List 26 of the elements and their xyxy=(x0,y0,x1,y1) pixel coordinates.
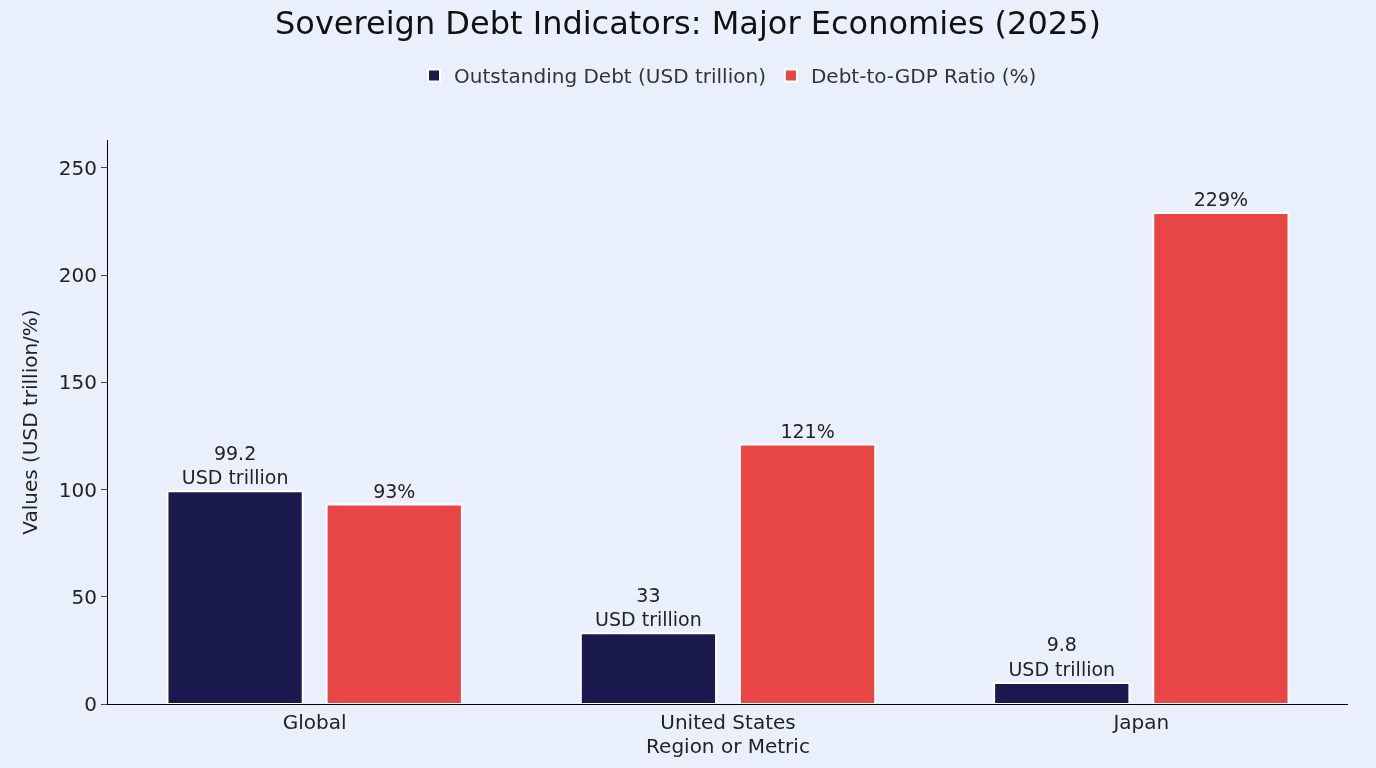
y-tick-label: 50 xyxy=(71,584,97,609)
x-tick-label: United States xyxy=(660,710,796,734)
x-tick-label: Global xyxy=(282,710,347,734)
data-label: 33 USD trillion xyxy=(595,583,702,631)
legend-label: Debt-to-GDP Ratio (%) xyxy=(810,64,1037,89)
data-label: 229% xyxy=(1193,187,1249,210)
x-tick-label: Japan xyxy=(1111,710,1170,734)
y-tick-label: 200 xyxy=(58,263,97,288)
x-axis-title: Region or Metric xyxy=(646,734,810,758)
chart-title: Sovereign Debt Indicators: Major Economies (2025) xyxy=(275,3,1101,42)
y-tick-label: 100 xyxy=(58,477,97,502)
bar xyxy=(579,632,718,704)
bar xyxy=(1152,211,1290,704)
data-label: 93% xyxy=(373,479,416,502)
y-axis-title: Values (USD trillion/%) xyxy=(18,309,43,535)
y-tick-label: 150 xyxy=(58,370,97,395)
y-tick-label: 250 xyxy=(58,155,97,180)
y-tick-label: 0 xyxy=(84,692,97,716)
data-label: 9.8 USD trillion xyxy=(1008,633,1116,680)
legend-label: Outstanding Debt (USD trillion) xyxy=(454,64,766,89)
data-label: 99.2 USD trillion xyxy=(181,441,289,489)
bar xyxy=(325,503,463,704)
data-label: 121% xyxy=(780,419,835,442)
bar xyxy=(993,681,1131,704)
bar xyxy=(166,490,304,704)
bar xyxy=(738,443,877,704)
